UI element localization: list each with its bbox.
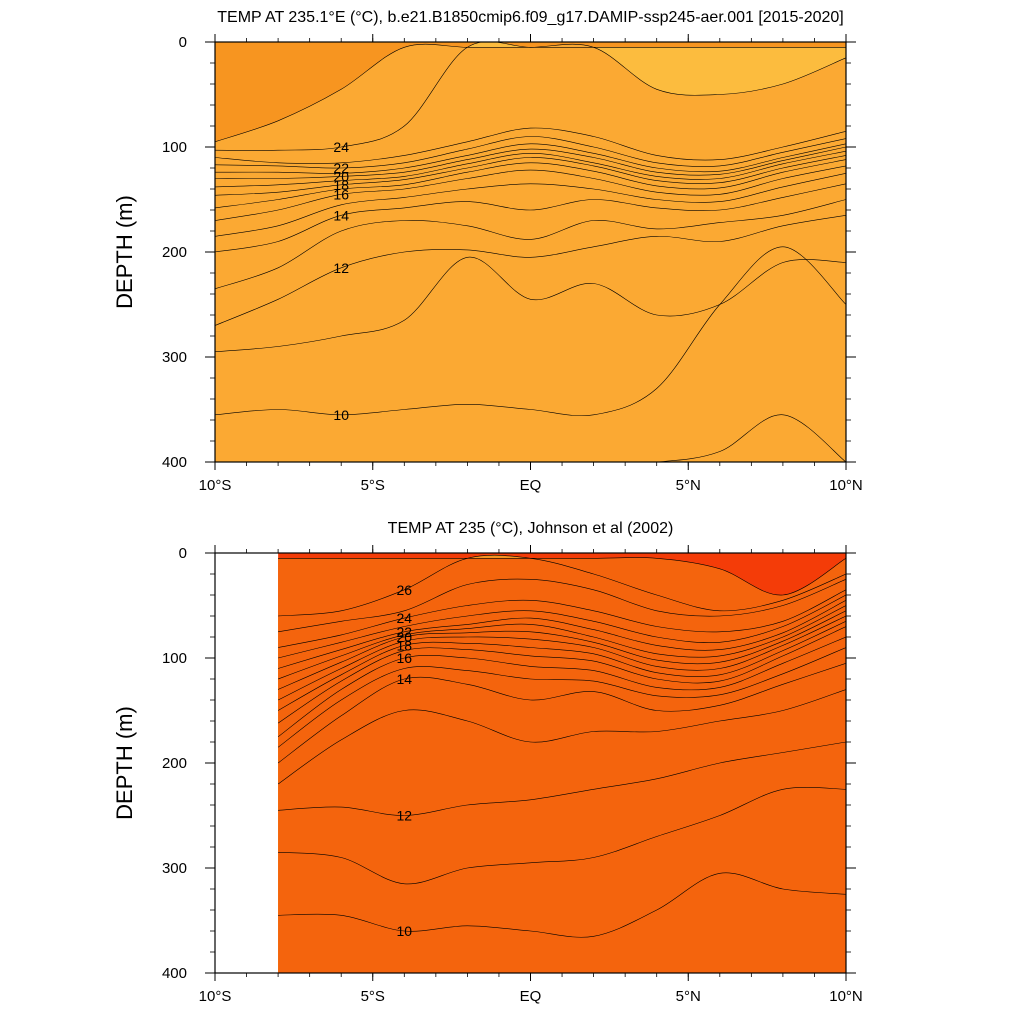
x-tick-label: 5°N <box>676 477 701 494</box>
isotherm-16 <box>277 636 846 738</box>
x-tick-label: 10°N <box>829 988 863 1005</box>
y-tick-label: 100 <box>162 139 187 156</box>
isotherm-12 <box>215 215 846 326</box>
isotherm-14 <box>215 183 846 253</box>
isotherm-15 <box>277 647 846 748</box>
temp-band-26 <box>278 557 846 973</box>
y-tick-label: 400 <box>162 454 187 471</box>
isotherm-24 <box>215 42 846 151</box>
x-tick-label: 10°S <box>199 988 232 1005</box>
isotherm-19 <box>277 615 846 701</box>
y-tick-label: 300 <box>162 860 187 877</box>
contour-label-18: 18 <box>397 637 413 653</box>
contour-label-12: 12 <box>333 260 349 276</box>
x-tick-label: EQ <box>520 477 542 494</box>
y-tick-label: 0 <box>179 34 187 51</box>
contour-label-24: 24 <box>397 610 413 626</box>
contour-label-14: 14 <box>333 207 349 223</box>
contour-label-16: 16 <box>333 186 349 202</box>
isotherm-10 <box>278 872 846 938</box>
isotherm-13 <box>277 689 846 785</box>
isotherm-17 <box>215 159 846 209</box>
isotherm-18 <box>277 621 846 711</box>
y-tick-label: 300 <box>162 349 187 366</box>
isotherm-20 <box>215 146 846 179</box>
contour-label-22: 22 <box>397 624 413 640</box>
isotherm-19 <box>215 150 846 188</box>
contour-label-10: 10 <box>333 407 349 423</box>
x-tick-label: 10°N <box>829 477 863 494</box>
isotherm-24 <box>278 589 846 648</box>
isotherm-11 <box>215 256 846 353</box>
x-tick-label: 5°S <box>361 988 385 1005</box>
contour-label-22: 22 <box>333 160 349 176</box>
y-axis-label: DEPTH (m) <box>112 195 137 309</box>
y-tick-label: 200 <box>162 244 187 261</box>
isotherm-20 <box>277 610 846 690</box>
isotherm-18 <box>215 155 846 196</box>
isotherm-16 <box>215 165 846 221</box>
contour-label-10: 10 <box>397 923 413 939</box>
y-tick-label: 400 <box>162 965 187 982</box>
y-tick-label: 100 <box>162 650 187 667</box>
contour-label-12: 12 <box>397 808 413 824</box>
isotherm-21 <box>215 143 846 174</box>
chart-title: TEMP AT 235.1°E (°C), b.e21.B1850cmip6.f… <box>217 9 844 26</box>
contour-label-16: 16 <box>397 650 413 666</box>
y-tick-label: 0 <box>179 545 187 562</box>
temp-band-24 <box>215 44 846 462</box>
contour-label-24: 24 <box>333 139 349 155</box>
x-tick-label: 10°S <box>199 477 232 494</box>
isotherm-21 <box>277 605 846 680</box>
contour-label-20: 20 <box>397 629 413 645</box>
isotherm-26 <box>278 554 846 617</box>
isotherm-22 <box>278 600 846 669</box>
isotherm-25 <box>278 578 846 633</box>
isotherm-12 <box>278 741 846 816</box>
x-tick-label: 5°S <box>361 477 385 494</box>
isotherm-22 <box>215 136 846 169</box>
contour-label-14: 14 <box>397 671 413 687</box>
x-tick-label: EQ <box>520 988 542 1005</box>
isotherm-23 <box>215 127 846 164</box>
chart-title: TEMP AT 235 (°C), Johnson et al (2002) <box>388 520 674 537</box>
isotherm-17 <box>277 626 846 724</box>
contour-label-20: 20 <box>333 168 349 184</box>
y-axis-label: DEPTH (m) <box>112 706 137 820</box>
contour-label-26: 26 <box>397 582 413 598</box>
isotherm-11 <box>278 787 846 885</box>
y-tick-label: 200 <box>162 755 187 772</box>
isotherm-13 <box>215 199 846 290</box>
isotherm-14 <box>277 663 846 764</box>
isotherm-15 <box>215 173 846 237</box>
isotherm-10 <box>215 246 846 417</box>
isotherm-23 <box>278 594 846 659</box>
isotherm-9 <box>215 414 846 462</box>
x-tick-label: 5°N <box>676 988 701 1005</box>
contour-label-18: 18 <box>333 177 349 193</box>
isotherm-27 <box>278 557 846 596</box>
